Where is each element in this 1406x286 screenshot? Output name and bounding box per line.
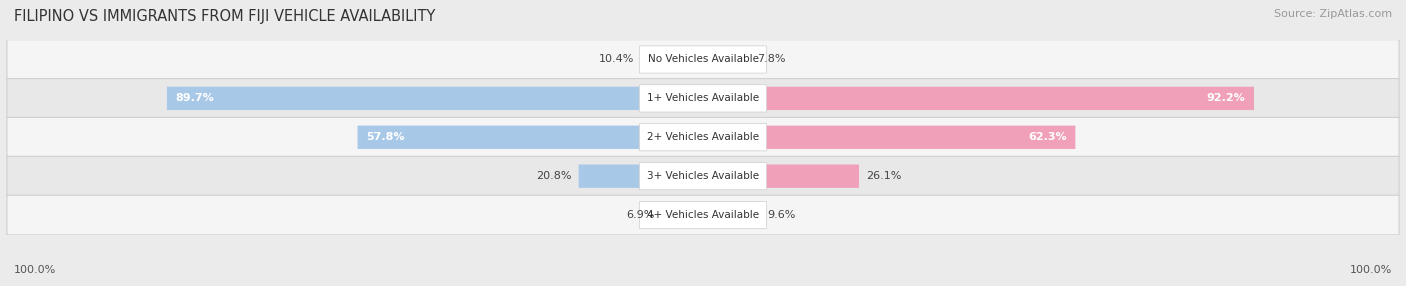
FancyBboxPatch shape: [579, 164, 703, 188]
FancyBboxPatch shape: [640, 162, 766, 190]
FancyBboxPatch shape: [640, 201, 766, 229]
FancyBboxPatch shape: [7, 79, 1399, 118]
FancyBboxPatch shape: [703, 126, 1076, 149]
FancyBboxPatch shape: [703, 48, 749, 71]
Text: 89.7%: 89.7%: [176, 94, 214, 103]
FancyBboxPatch shape: [640, 46, 766, 73]
Text: 7.8%: 7.8%: [756, 55, 785, 64]
Text: 3+ Vehicles Available: 3+ Vehicles Available: [647, 171, 759, 181]
FancyBboxPatch shape: [7, 195, 1399, 235]
FancyBboxPatch shape: [640, 85, 766, 112]
Text: 9.6%: 9.6%: [768, 210, 796, 220]
Text: 57.8%: 57.8%: [366, 132, 405, 142]
Text: 6.9%: 6.9%: [626, 210, 655, 220]
FancyBboxPatch shape: [357, 126, 703, 149]
Text: Source: ZipAtlas.com: Source: ZipAtlas.com: [1274, 9, 1392, 19]
Text: 100.0%: 100.0%: [1350, 265, 1392, 275]
Text: 26.1%: 26.1%: [866, 171, 901, 181]
Text: No Vehicles Available: No Vehicles Available: [648, 55, 758, 64]
Text: 2+ Vehicles Available: 2+ Vehicles Available: [647, 132, 759, 142]
FancyBboxPatch shape: [703, 203, 761, 227]
FancyBboxPatch shape: [167, 87, 703, 110]
Text: 20.8%: 20.8%: [536, 171, 572, 181]
FancyBboxPatch shape: [640, 124, 766, 151]
FancyBboxPatch shape: [7, 40, 1399, 79]
FancyBboxPatch shape: [641, 48, 703, 71]
Text: FILIPINO VS IMMIGRANTS FROM FIJI VEHICLE AVAILABILITY: FILIPINO VS IMMIGRANTS FROM FIJI VEHICLE…: [14, 9, 436, 23]
Text: 1+ Vehicles Available: 1+ Vehicles Available: [647, 94, 759, 103]
Text: 62.3%: 62.3%: [1028, 132, 1067, 142]
FancyBboxPatch shape: [703, 87, 1254, 110]
FancyBboxPatch shape: [7, 118, 1399, 157]
FancyBboxPatch shape: [662, 203, 703, 227]
FancyBboxPatch shape: [703, 164, 859, 188]
Text: 100.0%: 100.0%: [14, 265, 56, 275]
FancyBboxPatch shape: [7, 156, 1399, 196]
Text: 92.2%: 92.2%: [1206, 94, 1246, 103]
Text: 10.4%: 10.4%: [599, 55, 634, 64]
Text: 4+ Vehicles Available: 4+ Vehicles Available: [647, 210, 759, 220]
